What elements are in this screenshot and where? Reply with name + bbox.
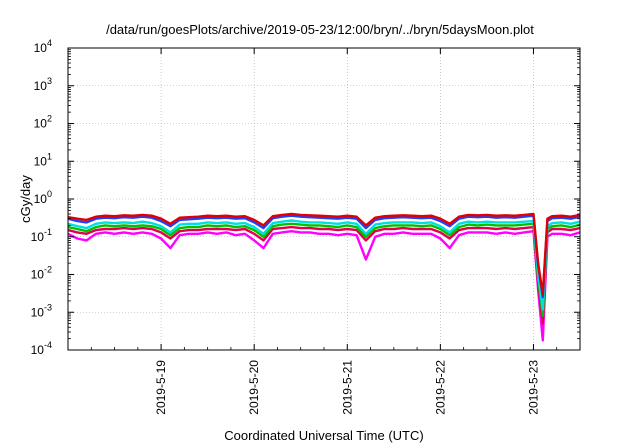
- x-axis-label: Coordinated Universal Time (UTC): [224, 428, 423, 443]
- series-line-2: [67, 222, 581, 318]
- x-tick-label: 2019-5-23: [526, 360, 540, 415]
- series-line-4: [67, 214, 581, 299]
- grid: [68, 47, 580, 351]
- y-tick-label: 104: [34, 38, 52, 55]
- y-tick-label: 10-3: [31, 302, 52, 319]
- y-tick-label: 10-4: [31, 340, 52, 357]
- y-tick-label: 100: [34, 189, 52, 206]
- y-axis: 104 103 102 101 100 10-1 10-2 10-3 10-4: [31, 38, 580, 357]
- x-tick-label: 2019-5-21: [340, 360, 354, 415]
- series-group: [67, 212, 581, 342]
- y-tick-label: 102: [34, 114, 52, 131]
- series-line-5: [67, 212, 581, 296]
- y-axis-label: cGy/day: [18, 175, 33, 223]
- x-tick-label: 2019-5-22: [433, 360, 447, 415]
- x-tick-label: 2019-5-20: [247, 360, 261, 415]
- y-tick-label: 10-2: [31, 265, 52, 282]
- series-line-1: [67, 225, 581, 325]
- x-tick-label: 2019-5-19: [154, 360, 168, 415]
- chart-title: /data/run/goesPlots/archive/2019-05-23/1…: [106, 22, 534, 37]
- y-tick-label: 10-1: [31, 227, 52, 244]
- x-axis: 2019-5-19 2019-5-20 2019-5-21 2019-5-22 2019…: [90, 48, 581, 415]
- y-tick-label: 101: [34, 151, 52, 168]
- series-line-3: [67, 219, 581, 311]
- y-tick-label: 103: [34, 76, 52, 93]
- series-line-0: [67, 229, 581, 342]
